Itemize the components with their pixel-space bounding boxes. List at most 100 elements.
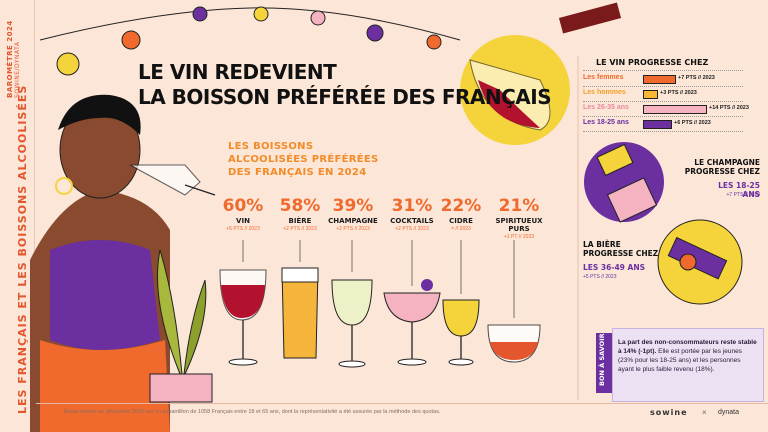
footer-divider [36, 403, 768, 404]
wine-row-hommes: Les hommes +3 PTS // 2023 [583, 89, 743, 100]
title-line-2: LA BOISSON PRÉFÉRÉE DES FRANÇAIS [138, 85, 552, 109]
note-text-bold: La part des non-consommateurs reste stab… [618, 339, 757, 355]
stat-cidre: 22% CIDRE = // 2023 [438, 196, 484, 232]
wine-panel-title: LE VIN PROGRESSE CHEZ [596, 58, 709, 67]
note-box [612, 328, 764, 402]
row-name: Les femmes [583, 74, 624, 81]
biere-change: +5 PTS // 2023 [583, 274, 617, 280]
glass-stem-icon [184, 184, 216, 196]
champagne-bottle-icon [606, 177, 658, 223]
champagne-change: +7 PTS // 2023 [726, 192, 761, 198]
stat-spiritueux: 21% SPIRITUEUX PURS +1 PT // 2023 [484, 196, 554, 240]
biere-group: LES 36-49 ANS [583, 263, 645, 272]
biere-title-line-2: PROGRESSE CHEZ [583, 249, 659, 258]
champagne-title-line-1: LE CHAMPAGNE [694, 158, 760, 167]
stat-pct: 22% [440, 196, 482, 216]
stat-change: +1 PT // 2023 [503, 234, 535, 240]
stat-pct: 21% [498, 196, 540, 216]
plant-pot-icon [149, 373, 213, 403]
stat-change: = // 2023 [451, 226, 471, 232]
champagne-group: LES 18-25 ANS [718, 181, 760, 199]
footer-text: Étude menée en décembre 2023 sur un écha… [64, 409, 441, 415]
woman-hair-icon [58, 94, 141, 135]
woman-top-icon [50, 240, 160, 350]
wine-row-18-25: Les 18-25 ans +6 PTS // 2023 [583, 119, 743, 130]
light-bulb-icon [310, 10, 326, 26]
row-value: +6 PTS // 2023 [674, 120, 711, 126]
plant-leaf-icon [183, 279, 207, 375]
sowine-logo: sowine [650, 408, 688, 417]
bottle-cap-icon [679, 253, 697, 271]
stat-label: BIÈRE [288, 217, 312, 225]
dynata-logo: dynata [718, 409, 740, 416]
row-bar [643, 75, 676, 84]
stat-pct: 58% [279, 196, 321, 216]
stat-label: CHAMPAGNE [328, 217, 378, 225]
stat-change: +5 PTS // 2023 [226, 226, 260, 232]
note-tag-label: BON À SAVOIR [598, 333, 606, 386]
wine-row-femmes: Les femmes +7 PTS // 2023 [583, 74, 743, 85]
stat-change: +2 PTS // 2023 [395, 226, 429, 232]
decanter-icon [469, 59, 551, 131]
note-text: La part des non-consommateurs reste stab… [618, 338, 758, 374]
light-bulb-icon [366, 24, 384, 42]
divider [583, 101, 743, 102]
wine-glass-icon [219, 269, 267, 366]
row-name: Les 26-35 ans [583, 104, 629, 111]
row-name: Les 18-25 ans [583, 119, 629, 126]
light-bulb-icon [426, 34, 442, 50]
beer-glass-icon [281, 267, 319, 359]
stat-label: SPIRITUEUX PURS [495, 217, 543, 233]
light-bulb-icon [192, 6, 208, 22]
stat-label: VIN [236, 217, 250, 225]
note-tag [596, 333, 612, 393]
row-bar [643, 90, 658, 99]
row-bar [643, 105, 707, 114]
light-bulb-icon [253, 6, 269, 22]
stat-label: COCKTAILS [390, 217, 434, 225]
stat-cocktails: 31% COCKTAILS +2 PTS // 2023 [384, 196, 440, 232]
stat-biere: 58% BIÈRE +2 PTS // 2023 [274, 196, 326, 232]
earring-icon [55, 177, 73, 195]
subtitle-line-2: ALCOOLISÉES PRÉFÉRÉES [228, 154, 379, 165]
subtitle-line-3: DES FRANÇAIS EN 2024 [228, 167, 367, 178]
row-name: Les hommes [583, 89, 626, 96]
wine-row-26-35: Les 26-35 ans +14 PTS // 2023 [583, 104, 749, 115]
stat-change: +2 PTS // 2023 [283, 226, 317, 232]
divider [583, 116, 743, 117]
left-sidebar [0, 0, 35, 432]
title-line-1: LE VIN REDEVIENT [138, 60, 337, 84]
stat-pct: 60% [222, 196, 264, 216]
stat-pct: 39% [332, 196, 374, 216]
light-bulb-icon [121, 30, 141, 50]
row-value: +14 PTS // 2023 [709, 105, 749, 111]
stat-vin: 60% VIN +5 PTS // 2023 [218, 196, 268, 232]
divider [583, 70, 743, 71]
champagne-glass-icon [331, 279, 373, 368]
stat-label: CIDRE [449, 217, 473, 225]
biere-title-line-1: LA BIÈRE [583, 240, 621, 249]
wine-bottle-icon [558, 2, 622, 34]
cider-glass-icon [442, 299, 480, 366]
spirits-glass-icon [487, 324, 541, 363]
stat-change: +2 PTS // 2023 [336, 226, 370, 232]
wine-glass-held-icon [129, 164, 201, 196]
note-text-rest: Elle est portée par les jeunes (23% pour… [618, 348, 742, 373]
stat-pct: 31% [391, 196, 433, 216]
wine-pour-icon [478, 80, 540, 128]
champagne-title-line-2: PROGRESSE CHEZ [684, 167, 760, 176]
logo-separator: × [702, 408, 707, 417]
row-value: +3 PTS // 2023 [660, 90, 697, 96]
divider [583, 86, 743, 87]
subtitle-line-1: LES BOISSONS [228, 141, 314, 152]
page-title: LE VIN REDEVIENT LA BOISSON PRÉFÉRÉE DES… [138, 60, 552, 110]
stat-champagne: 39% CHAMPAGNE +2 PTS // 2023 [324, 196, 382, 232]
biere-title: LA BIÈRE PROGRESSE CHEZ [583, 240, 663, 258]
light-bulb-icon [56, 52, 80, 76]
champagne-cork-icon [596, 143, 634, 177]
champagne-title: LE CHAMPAGNE PROGRESSE CHEZ [676, 158, 760, 176]
light-string [39, 7, 461, 41]
subtitle: LES BOISSONS ALCOOLISÉES PRÉFÉRÉES DES F… [228, 140, 378, 179]
